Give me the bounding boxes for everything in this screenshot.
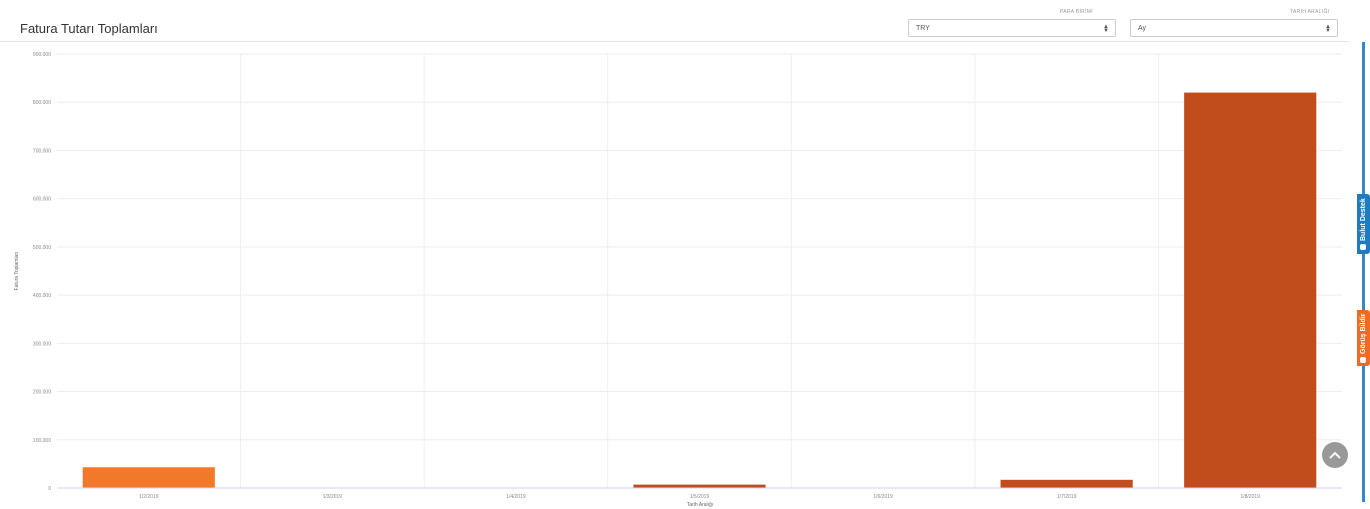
x-tick-label: 1/6/2019 — [873, 494, 893, 500]
y-tick-label: 200.000 — [33, 390, 51, 396]
date-range-select[interactable]: Ay ▲ ▼ — [1130, 19, 1338, 37]
currency-label: PARA BİRİMİ — [1060, 9, 1093, 15]
x-tick-label: 1/7/2019 — [1057, 494, 1077, 500]
x-tick-label: 1/8/2019 — [1240, 494, 1260, 500]
select-arrows-icon: ▲ ▼ — [1103, 24, 1109, 34]
comment-icon — [1360, 356, 1367, 363]
date-range-select-value: Ay — [1138, 25, 1147, 32]
y-tick-label: 500.000 — [33, 245, 51, 251]
bar-1/8/2019[interactable] — [1184, 92, 1317, 489]
invoice-totals-chart: 0 100.000 200.000 300.000 400.000 500.000 600.… — [14, 52, 1342, 508]
y-tick-label: 900.000 — [33, 52, 51, 58]
y-tick-label: 100.000 — [33, 438, 51, 444]
y-tick-label: 300.000 — [33, 341, 51, 347]
bar-1/2/2019[interactable] — [82, 467, 215, 488]
support-tab-label: Bulut Destek — [1360, 198, 1367, 241]
y-axis-title: Fatura Toplamları — [14, 252, 20, 291]
x-axis-title: Tarih Aralığı — [687, 502, 713, 508]
currency-select-value: TRY — [916, 25, 930, 32]
x-tick-label: 1/2/2019 — [139, 494, 159, 500]
support-tab[interactable]: Bulut Destek — [1357, 194, 1370, 254]
scroll-to-top-button[interactable] — [1322, 442, 1348, 468]
x-tick-label: 1/3/2019 — [323, 494, 343, 500]
y-tick-label: 700.000 — [33, 148, 51, 154]
chart-header: Fatura Tutarı Toplamları PARA BİRİMİ TRY… — [0, 0, 1350, 42]
currency-select[interactable]: TRY ▲ ▼ — [908, 19, 1116, 37]
feedback-tab[interactable]: Görüş Bildir — [1357, 310, 1370, 366]
bar-1/5/2019[interactable] — [633, 484, 766, 488]
y-tick-label: 600.000 — [33, 197, 51, 203]
bar-1/7/2019[interactable] — [1000, 479, 1133, 488]
y-tick-label: 800.000 — [33, 100, 51, 106]
chevron-up-icon — [1329, 451, 1341, 459]
scrollbar-track[interactable] — [1362, 42, 1365, 502]
x-tick-labels: 1/2/2019 1/3/2019 1/4/2019 1/5/2019 1/6/2019… — [139, 494, 1260, 500]
y-tick-labels: 0 100.000 200.000 300.000 400.000 500.000 600.… — [33, 52, 51, 492]
cloud-icon — [1360, 243, 1367, 250]
grid-lines — [57, 53, 1342, 488]
feedback-tab-label: Görüş Bildir — [1360, 313, 1367, 354]
x-tick-label: 1/4/2019 — [506, 494, 526, 500]
bars — [82, 92, 1317, 489]
select-arrows-icon: ▲ ▼ — [1325, 24, 1331, 34]
y-tick-label: 400.000 — [33, 293, 51, 299]
date-range-label: TARİH ARALIĞI — [1290, 9, 1330, 15]
x-tick-label: 1/5/2019 — [690, 494, 710, 500]
y-tick-label: 0 — [48, 486, 51, 492]
page-title: Fatura Tutarı Toplamları — [20, 21, 158, 36]
